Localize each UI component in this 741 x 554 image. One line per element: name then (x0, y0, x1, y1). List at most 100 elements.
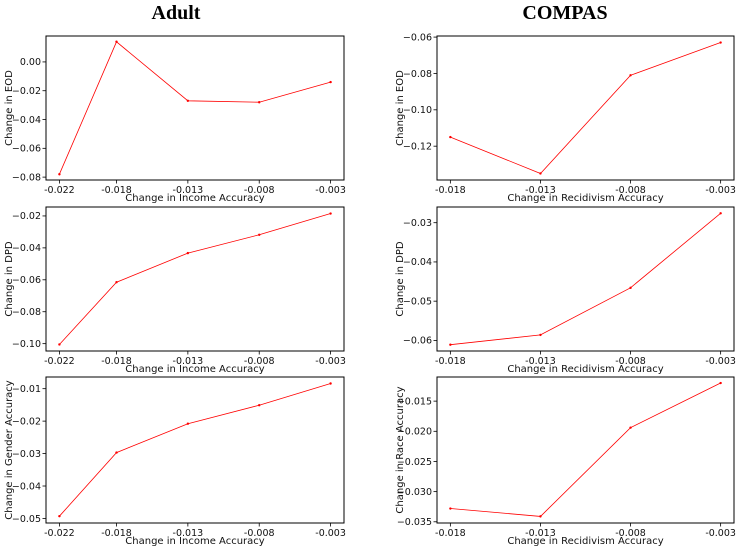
x-axis-label: Change in Income Accuracy (125, 536, 264, 547)
y-tick-label: −0.06 (12, 275, 41, 286)
data-point (258, 404, 261, 407)
plot-frame (436, 206, 735, 352)
y-tick-label: −0.04 (403, 257, 432, 268)
data-point (329, 80, 332, 84)
y-tick-label: 0.00 (20, 57, 41, 68)
y-tick-label: −0.12 (403, 141, 432, 152)
x-tick-label: -0.018 (435, 185, 466, 196)
x-tick-label: -0.013 (525, 528, 556, 539)
y-tick-label: −0.08 (403, 69, 432, 80)
x-tick-label: -0.022 (44, 356, 75, 367)
x-tick-label: -0.003 (705, 528, 736, 539)
y-tick-label: −0.03 (12, 449, 41, 460)
data-point (629, 426, 632, 429)
y-tick-label: −0.05 (12, 514, 41, 525)
data-point (719, 212, 722, 215)
x-tick-label: -0.008 (244, 528, 275, 539)
x-tick-label: -0.003 (315, 185, 346, 196)
x-axis-label: Change in Income Accuracy (125, 364, 264, 375)
chart-adult-dpd: -0.022 -0.018 -0.013 -0.008 -0.003 −0.02 −0.04… (4, 206, 346, 375)
data-point (258, 233, 261, 236)
data-point (329, 382, 332, 385)
x-tick-label: -0.018 (435, 528, 466, 539)
chart-compas-race: -0.018 -0.013 -0.008 -0.003 −0.015 −0.020 −0.0… (395, 376, 736, 547)
y-tick-label: −0.08 (12, 172, 41, 183)
data-point (186, 422, 190, 425)
y-tick-label: −0.08 (12, 307, 41, 318)
y-tick-label: −0.01 (12, 384, 41, 395)
x-tick-label: -0.013 (173, 528, 204, 539)
data-point (115, 451, 118, 454)
x-tick-label: -0.008 (615, 356, 646, 367)
y-tick-label: −0.02 (12, 416, 41, 427)
data-point (58, 173, 61, 176)
x-tick-label: -0.013 (173, 356, 204, 367)
y-tick-label: −0.04 (12, 481, 41, 492)
y-axis-label: Change in Gender Accuracy (4, 380, 15, 520)
y-axis-label: Change in EOD (4, 70, 15, 146)
plot-frame (436, 376, 735, 524)
x-tick-label: -0.003 (705, 356, 736, 367)
data-point (629, 286, 632, 290)
y-tick-label: −0.06 (403, 336, 432, 347)
y-tick-label: −0.06 (403, 32, 432, 43)
data-point (58, 514, 61, 518)
data-point (186, 99, 190, 103)
x-tick-label: -0.008 (244, 356, 275, 367)
y-tick-label: −0.025 (397, 457, 432, 468)
plot-frame (45, 376, 345, 524)
plot-frame (436, 35, 735, 181)
x-tick-label: -0.013 (525, 185, 556, 196)
chart-adult-eod: -0.022 -0.018 -0.013 -0.008 -0.003 0.00 −0.02 −… (4, 35, 346, 204)
y-tick-label: −0.02 (12, 86, 41, 97)
data-point (449, 343, 452, 346)
data-point (449, 135, 452, 139)
x-tick-label: -0.018 (101, 356, 132, 367)
y-axis-label: Change in DPD (4, 241, 15, 316)
x-tick-label: -0.008 (244, 185, 275, 196)
x-axis-label: Change in Recidivism Accuracy (507, 536, 663, 547)
x-tick-label: -0.008 (615, 185, 646, 196)
x-axis-label: Change in Recidivism Accuracy (507, 364, 663, 375)
x-tick-label: -0.018 (435, 356, 466, 367)
x-tick-label: -0.003 (705, 185, 736, 196)
y-tick-label: −0.10 (12, 339, 41, 350)
data-point (719, 41, 722, 44)
y-tick-label: −0.030 (397, 487, 432, 498)
plot-frame (45, 206, 345, 352)
data-point (258, 101, 261, 104)
x-axis-label: Change in Income Accuracy (125, 193, 264, 204)
x-tick-label: -0.013 (173, 185, 204, 196)
chart-adult-gender: -0.022 -0.018 -0.013 -0.008 -0.003 −0.01 −0.02… (4, 376, 346, 547)
data-point (719, 381, 722, 385)
data-point (449, 507, 452, 510)
y-axis-label: Change in DPD (395, 241, 406, 316)
chart-compas-dpd: -0.018 -0.013 -0.008 -0.003 −0.03 −0.04 −0.05 −… (395, 206, 736, 375)
y-tick-label: −0.020 (397, 427, 432, 438)
x-tick-label: -0.018 (101, 528, 132, 539)
x-tick-label: -0.022 (44, 185, 75, 196)
data-point (539, 172, 542, 175)
data-point (329, 212, 332, 215)
y-axis-label: Change in Race Accuracy (395, 386, 406, 513)
plot-frame (45, 35, 345, 181)
y-tick-label: −0.06 (12, 144, 41, 155)
x-tick-label: -0.003 (315, 528, 346, 539)
column-title-adult: Adult (151, 2, 201, 24)
data-point (58, 343, 61, 346)
chart-compas-eod: -0.018 -0.013 -0.008 -0.003 −0.06 −0.08 −0.10 −… (395, 32, 736, 204)
data-point (539, 515, 542, 518)
x-tick-label: -0.003 (315, 356, 346, 367)
y-tick-label: −0.10 (403, 105, 432, 116)
series-line (59, 213, 331, 345)
data-point (115, 280, 118, 284)
x-axis-label: Change in Recidivism Accuracy (507, 193, 663, 204)
series-line (450, 212, 721, 346)
series-line (59, 383, 331, 517)
y-tick-label: −0.04 (12, 243, 41, 254)
data-point (115, 40, 118, 43)
series-line (59, 41, 331, 175)
series-line (450, 382, 721, 517)
y-tick-label: −0.04 (12, 115, 41, 126)
